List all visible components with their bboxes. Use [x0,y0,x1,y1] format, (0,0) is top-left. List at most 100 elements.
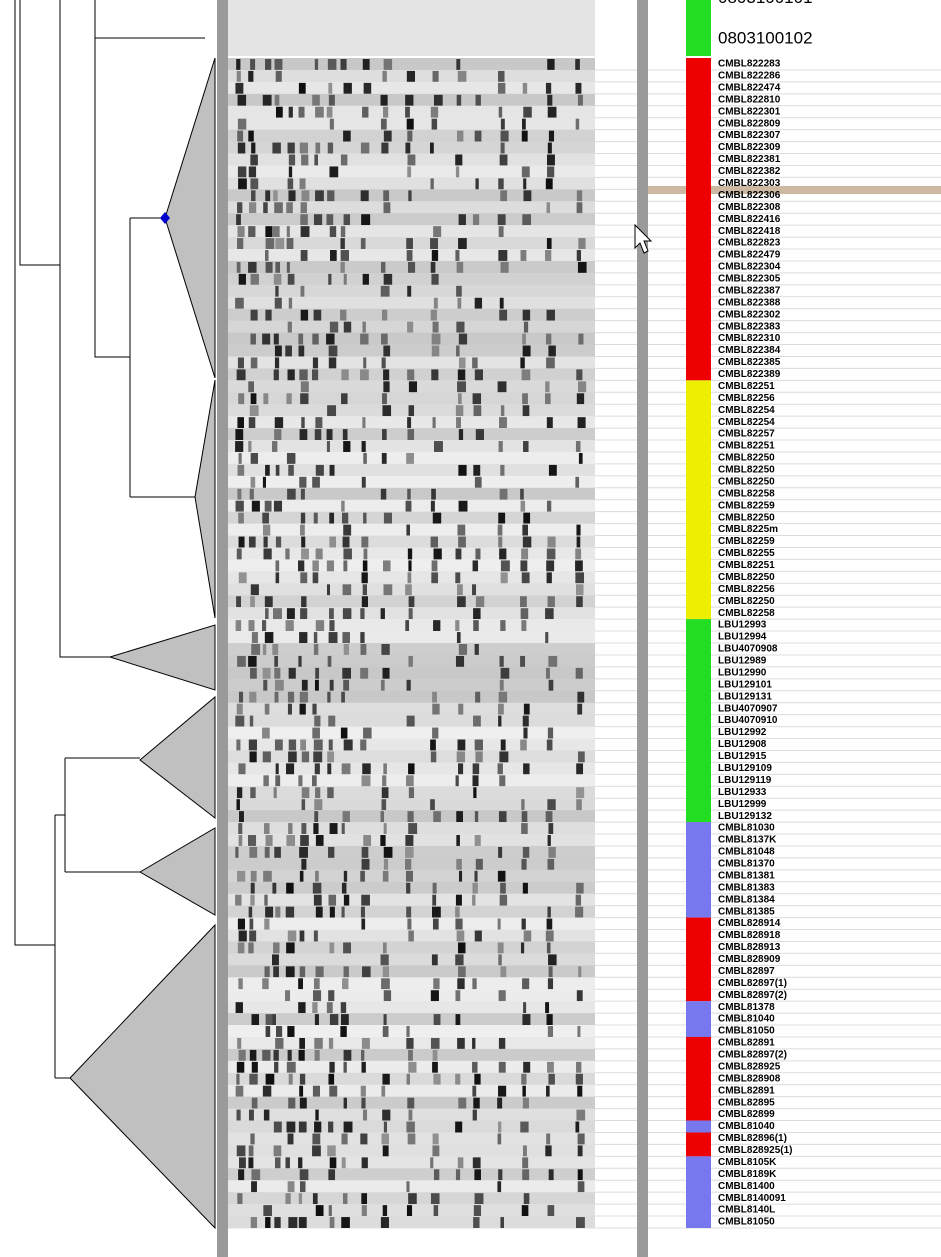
band [472,584,476,595]
band [315,680,319,691]
band [434,298,438,309]
lane [228,918,595,930]
band [239,1157,246,1168]
band [265,1217,270,1228]
band [576,763,583,774]
band [328,1122,333,1133]
band [329,740,333,751]
band [434,1014,441,1025]
band [548,656,557,667]
band [238,513,244,524]
band [430,1157,433,1168]
band [548,954,557,965]
band [456,1169,460,1180]
band [547,799,555,810]
band [522,166,530,177]
sample-label: CMBL82250 [718,596,775,607]
sample-label: LBU4070908 [718,644,778,655]
band [316,835,324,846]
band [522,393,528,404]
band [274,429,281,440]
band [274,847,281,858]
band [238,393,244,404]
band [407,250,413,261]
band [430,238,438,249]
band [237,704,243,715]
band [316,465,324,476]
band [288,1098,295,1109]
band [432,346,439,357]
lane [228,201,595,213]
lane [228,309,595,321]
band [288,178,294,189]
band [577,202,583,213]
band [236,501,244,512]
band [251,1169,260,1180]
band [362,859,370,870]
band [577,537,581,548]
band [521,250,527,261]
sample-label: CMBL822385 [718,357,781,368]
lane [228,512,595,524]
band [576,525,580,536]
band [549,465,557,476]
band [408,931,413,942]
band [500,298,504,309]
band [381,1086,385,1097]
sample-label: CMBL828909 [718,954,781,965]
band [312,369,318,380]
sample-label: CMBL81050 [718,1026,775,1037]
band [523,107,531,118]
band [456,990,461,1001]
band [265,226,272,237]
band [275,1038,283,1049]
band [406,883,410,894]
band [498,1133,502,1144]
band [328,716,335,727]
band [456,656,464,667]
band [252,1062,258,1073]
lane [228,667,595,679]
band [408,1050,413,1061]
band [314,895,322,906]
lane [228,285,595,297]
band [408,560,411,571]
band [383,942,387,953]
band [578,1145,583,1156]
band [497,1098,502,1109]
band [249,1145,254,1156]
splitter[interactable] [637,0,648,1257]
band [456,417,461,428]
band [250,596,255,607]
band [547,501,551,512]
band [287,489,296,500]
band [251,1217,257,1228]
band [237,489,241,500]
band [578,417,586,428]
band [499,107,502,118]
lane [228,1168,595,1180]
band [576,799,582,810]
band [498,942,504,953]
band [406,907,411,918]
band [343,584,352,595]
band [248,835,256,846]
sample-label: CMBL82250 [718,476,775,487]
band [500,190,507,201]
band [363,453,367,464]
band [265,501,272,512]
band [473,393,481,404]
band [407,286,411,297]
band [498,537,502,548]
band [341,1217,350,1228]
band [576,441,581,452]
sample-label: CMBL82257 [718,429,775,440]
band [458,966,466,977]
band [546,1086,550,1097]
band [329,608,334,619]
band [299,847,308,858]
lane [228,464,595,476]
band [456,166,459,177]
band [547,548,556,559]
splitter[interactable] [217,0,228,1257]
